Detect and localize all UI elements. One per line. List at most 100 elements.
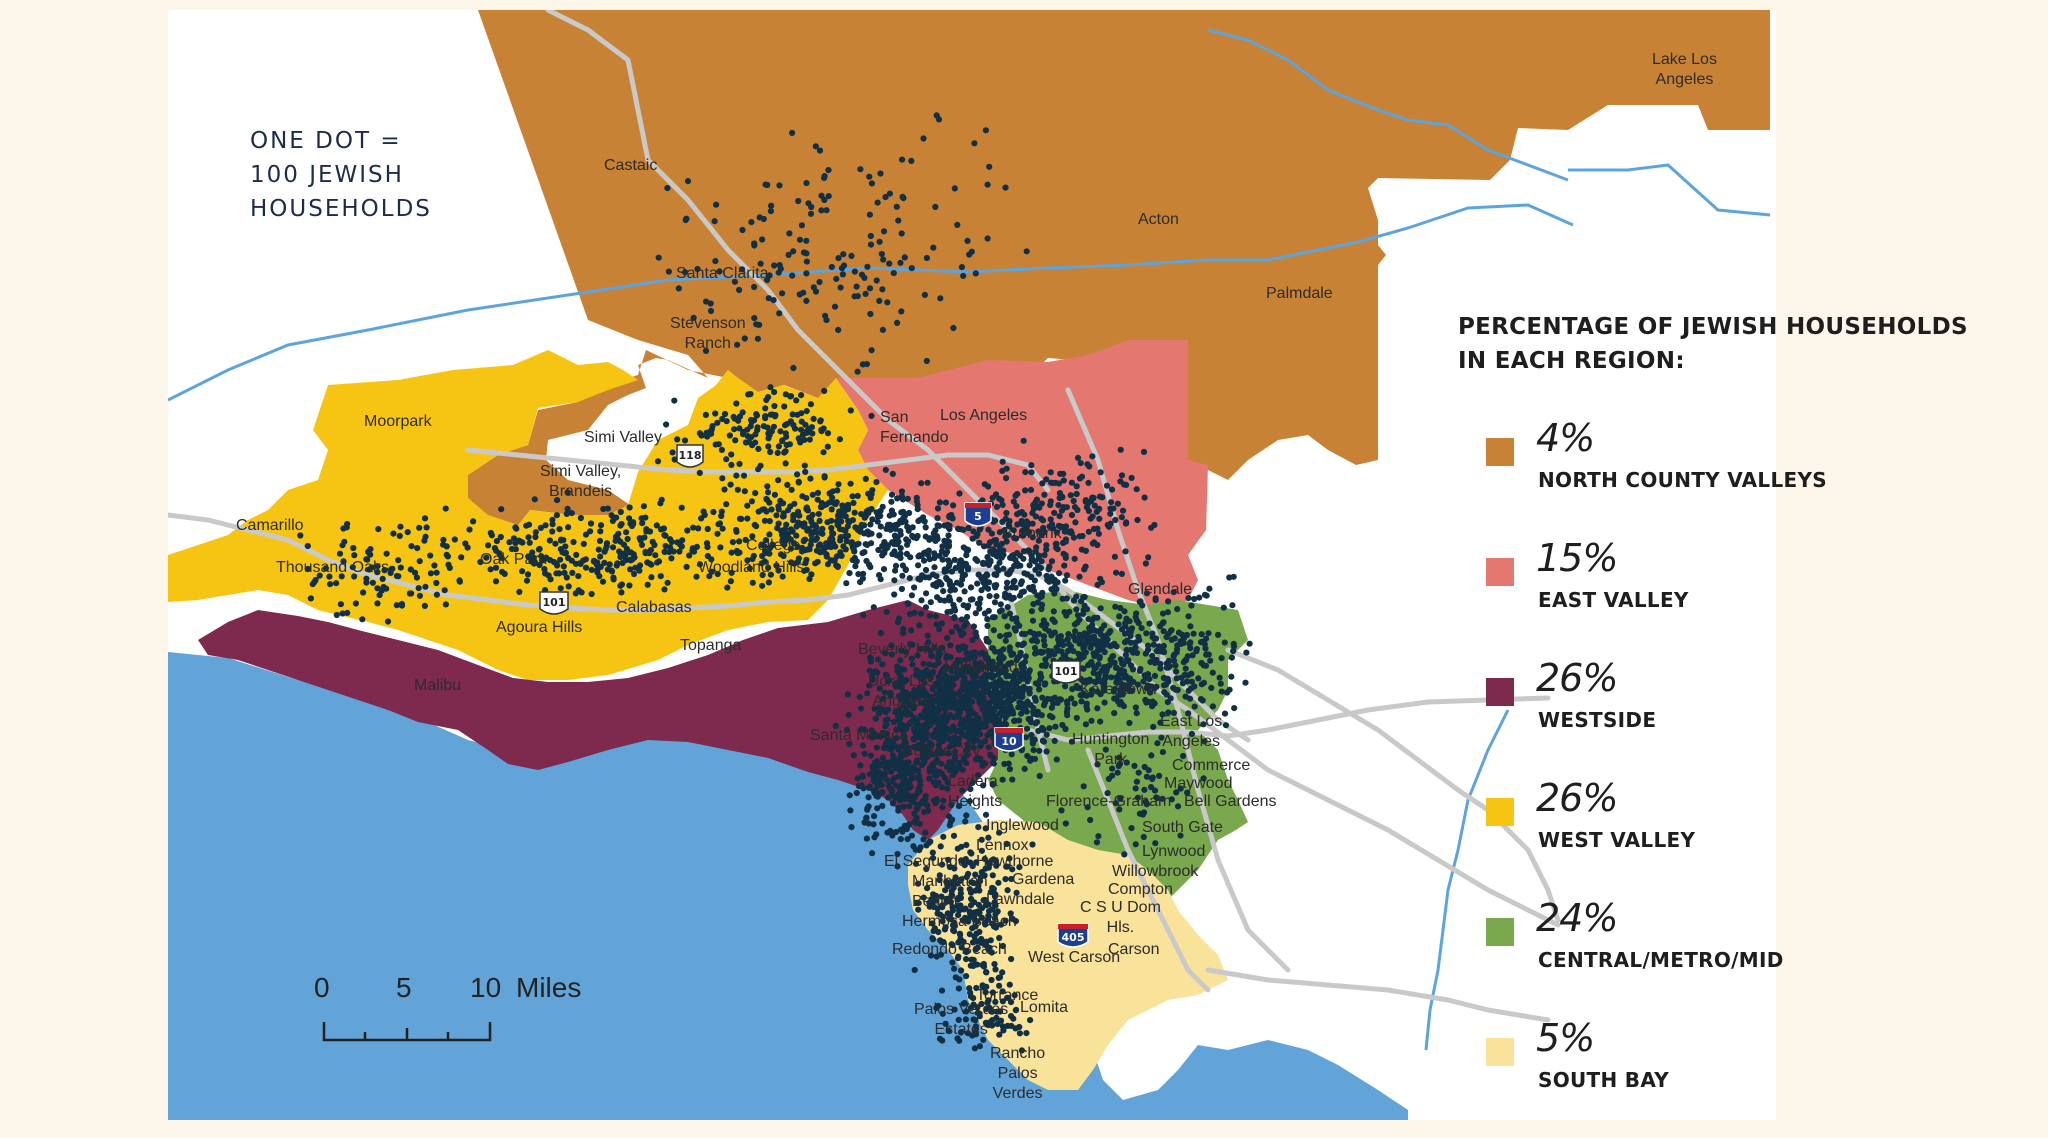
ocean <box>168 652 1408 1120</box>
place-label-koreatown: Koreatown <box>1080 681 1157 698</box>
place-label-gardena: Gardena <box>1012 871 1075 888</box>
place-label-palmdale: Palmdale <box>1266 285 1333 302</box>
place-label-college: College <box>746 537 801 554</box>
place-label-manhattan-beach: Manhattan Beach <box>912 873 988 910</box>
shield-118: 118 <box>676 444 704 468</box>
legend-percent: 15% <box>1536 536 1618 580</box>
place-label-agoura-hills: Agoura Hills <box>496 619 583 636</box>
place-label-florence-graham: Florence-Graham <box>1046 793 1172 810</box>
legend-swatch <box>1486 678 1514 706</box>
shield-101-west-label: 101 <box>543 596 566 609</box>
legend-item-east-valley: 15% EAST VALLEY <box>1458 536 2018 658</box>
shield-10-label: 10 <box>1001 735 1017 748</box>
place-label-south-gate: South Gate <box>1142 819 1223 836</box>
legend-item-south-bay: 5% SOUTH BAY <box>1458 1016 2018 1138</box>
legend-item-west-valley: 26% WEST VALLEY <box>1458 776 2018 898</box>
place-label-glendale: Glendale <box>1128 581 1193 598</box>
legend-swatch <box>1486 438 1514 466</box>
scale-ruler <box>322 1022 492 1042</box>
place-label-malibu: Malibu <box>414 677 462 694</box>
legend-swatch <box>1486 1038 1514 1066</box>
legend-swatch <box>1486 558 1514 586</box>
place-label-san-fernando: San Fernando <box>880 409 949 446</box>
shield-101-central: 101 <box>1051 660 1081 684</box>
place-label-maywood: Maywood <box>1164 775 1233 792</box>
legend-region-label: EAST VALLEY <box>1538 588 1689 612</box>
region-east-valley <box>836 340 1208 610</box>
scale-bar: 0 5 10 Miles <box>310 972 610 1044</box>
legend: PERCENTAGE OF JEWISH HOUSEHOLDS IN EACH … <box>1458 310 2018 1138</box>
place-label-ladera-heights: Ladera Heights <box>948 773 1003 810</box>
legend-region-label: WESTSIDE <box>1538 708 1657 732</box>
place-label-santa-monica: Santa Monica <box>810 727 908 744</box>
legend-item-central-metro-mid: 24% CENTRAL/METRO/MID <box>1458 896 2018 1018</box>
shield-5-label: 5 <box>974 510 982 523</box>
legend-region-label: NORTH COUNTY VALLEYS <box>1538 468 1827 492</box>
place-label-camarillo: Camarillo <box>236 517 304 534</box>
place-label-compton: Compton <box>1108 881 1173 898</box>
place-label-hermosa-beach: Hermosa Beach <box>902 913 1017 930</box>
shield-101-central-label: 101 <box>1055 665 1078 678</box>
shield-101-west: 101 <box>539 591 569 615</box>
place-label-topanga: Topanga <box>680 637 742 654</box>
place-label-lake-los-angeles: Lake Los Angeles <box>1652 51 1717 88</box>
place-label-beverly-hills: Beverly Hills <box>858 641 947 658</box>
dot-density-note: ONE DOT = 100 JEWISH HOUSEHOLDS <box>250 128 432 222</box>
place-label-east-los-angeles: East Los Angeles <box>1160 713 1223 750</box>
place-label-willowbrook: Willowbrook <box>1112 863 1199 880</box>
place-label-palos-verdes-estates: Palos Verdes Estates <box>914 1001 1009 1038</box>
legend-percent: 26% <box>1536 776 1618 820</box>
place-label-carson: Carson <box>1108 941 1160 958</box>
household-dots <box>297 112 1253 1054</box>
place-label-lennox: Lennox <box>976 837 1029 854</box>
place-label-burbank: Burbank <box>1002 525 1062 542</box>
place-label-simi-valley: Simi Valley <box>584 429 662 446</box>
river-east <box>1568 163 1771 217</box>
place-label-el-segundo: El Segundo <box>884 853 967 870</box>
place-label-lomita: Lomita <box>1020 999 1069 1016</box>
legend-item-westside: 26% WESTSIDE <box>1458 656 2018 778</box>
legend-swatch <box>1486 918 1514 946</box>
river-north <box>168 203 1574 402</box>
place-label-stevenson-ranch: Stevenson Ranch <box>670 315 746 352</box>
shield-405: 405 <box>1057 923 1089 948</box>
legend-region-label: WEST VALLEY <box>1538 828 1696 852</box>
region-north-county-valleys <box>468 10 1770 528</box>
shield-405-label: 405 <box>1062 931 1085 944</box>
place-label-los-angeles: Los Angeles <box>940 407 1028 424</box>
place-label-lynwood: Lynwood <box>1142 843 1206 860</box>
place-label-hollywood: Hollywood <box>944 659 1018 676</box>
river-north2 <box>1207 28 1569 182</box>
place-label-huntington-park: Huntington Park <box>1072 731 1150 768</box>
place-label-simi-valley-brandeis: Simi Valley, Brandeis <box>540 463 622 500</box>
place-label-oak-park: Oak Park <box>480 551 547 568</box>
shield-10: 10 <box>994 727 1024 752</box>
place-label-thousand-oaks: Thousand Oaks <box>276 559 389 576</box>
place-label-csu-dominguez-hills: C S U Dom Hls. <box>1080 899 1161 936</box>
place-label-culver-city: Culver City <box>902 743 981 760</box>
place-label-castaic: Castaic <box>604 157 658 174</box>
place-label-hawthorne: Hawthorne <box>976 853 1054 870</box>
legend-title: PERCENTAGE OF JEWISH HOUSEHOLDS IN EACH … <box>1458 314 1968 374</box>
legend-item-north-county-valleys: 4% NORTH COUNTY VALLEYS <box>1458 416 2018 538</box>
scale-unit: Miles <box>516 972 582 1003</box>
legend-region-label: CENTRAL/METRO/MID <box>1538 948 1784 972</box>
place-label-acton: Acton <box>1138 211 1179 228</box>
place-label-commerce: Commerce <box>1172 757 1251 774</box>
shield-5: 5 <box>964 502 992 527</box>
place-label-calabasas: Calabasas <box>616 599 692 616</box>
place-label-inglewood: Inglewood <box>986 817 1059 834</box>
place-label-moorpark: Moorpark <box>364 413 432 430</box>
legend-swatch <box>1486 798 1514 826</box>
legend-percent: 26% <box>1536 656 1618 700</box>
place-label-torrance: Torrance <box>976 987 1039 1004</box>
place-label-west-carson: West Carson <box>1028 949 1121 966</box>
legend-percent: 5% <box>1536 1016 1595 1060</box>
legend-percent: 24% <box>1536 896 1618 940</box>
legend-region-label: SOUTH BAY <box>1538 1068 1669 1092</box>
scale-label-5: 5 <box>396 972 412 1003</box>
place-label-woodland-hills: Woodland Hills <box>698 559 805 576</box>
place-label-rancho-palos-verdes: Rancho Palos Verdes <box>990 1045 1046 1102</box>
shield-118-label: 118 <box>679 449 702 462</box>
place-label-ucla-los-angeles: Ucla, Los Angeles <box>868 673 935 710</box>
